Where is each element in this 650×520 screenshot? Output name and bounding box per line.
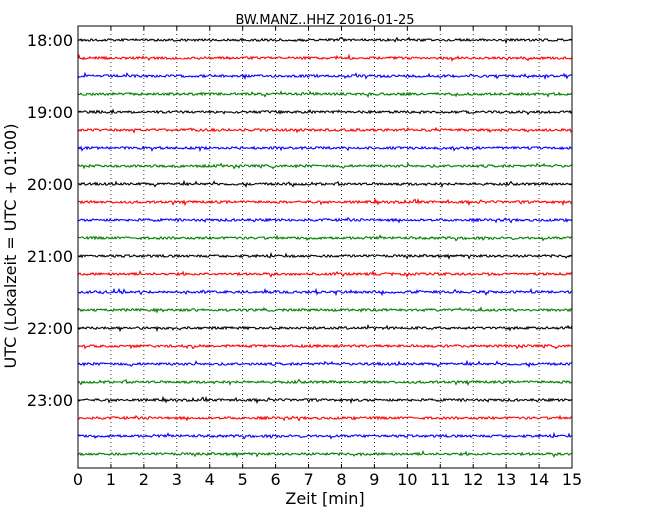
trace-line xyxy=(77,90,573,99)
trace-line xyxy=(77,414,573,422)
trace-line xyxy=(77,162,573,170)
grid-lines xyxy=(110,26,540,468)
plot-frame xyxy=(77,25,573,469)
trace-line xyxy=(77,378,573,387)
trace-line xyxy=(77,306,573,314)
trace-line xyxy=(77,234,573,242)
axes: 0 1 2 3 4 5 6 7 8 9 10 11 12 13 14 1518:0019:0020:0021:… xyxy=(27,26,582,489)
y-tick-label: 18:00 xyxy=(27,31,73,50)
trace-line xyxy=(77,217,573,224)
x-axis-label: Zeit [min] xyxy=(285,489,364,508)
x-tick-label: 7 xyxy=(303,470,313,489)
trace-line xyxy=(77,343,573,350)
x-tick-label: 12 xyxy=(463,470,483,489)
x-tick-label: 5 xyxy=(238,470,248,489)
trace-line xyxy=(77,395,573,405)
trace-line xyxy=(77,53,573,63)
trace-line xyxy=(77,126,573,134)
x-tick-label: 6 xyxy=(271,470,281,489)
y-tick-label: 19:00 xyxy=(27,103,73,122)
trace-line xyxy=(77,431,573,440)
x-tick-label: 15 xyxy=(562,470,582,489)
x-tick-label: 13 xyxy=(496,470,516,489)
trace-line xyxy=(77,251,573,261)
x-tick-label: 11 xyxy=(430,470,450,489)
trace-line xyxy=(77,145,573,153)
y-tick-label: 23:00 xyxy=(27,391,73,410)
x-tick-label: 2 xyxy=(139,470,149,489)
trace-line xyxy=(77,36,573,45)
trace-line xyxy=(77,359,573,368)
x-tick-label: 10 xyxy=(397,470,417,489)
y-tick-label: 21:00 xyxy=(27,247,73,266)
x-tick-label: 9 xyxy=(369,470,379,489)
y-tick-label: 22:00 xyxy=(27,319,73,338)
y-tick-label: 20:00 xyxy=(27,175,73,194)
x-tick-label: 3 xyxy=(172,470,182,489)
trace-line xyxy=(77,71,573,81)
trace-line xyxy=(77,323,573,333)
trace-line xyxy=(77,179,573,188)
y-axis-label: UTC (Lokalzeit = UTC + 01:00) xyxy=(1,124,20,369)
x-tick-label: 0 xyxy=(73,470,83,489)
x-tick-label: 1 xyxy=(106,470,116,489)
chart-title: BW.MANZ..HHZ 2016-01-25 xyxy=(235,13,414,28)
trace-line xyxy=(77,287,573,297)
x-tick-label: 4 xyxy=(205,470,215,489)
trace-line xyxy=(77,108,573,116)
trace-line xyxy=(77,197,573,207)
seismic-traces xyxy=(77,36,573,459)
x-tick-label: 14 xyxy=(529,470,549,489)
x-tick-label: 8 xyxy=(336,470,346,489)
trace-line xyxy=(77,450,573,459)
trace-line xyxy=(77,269,573,278)
